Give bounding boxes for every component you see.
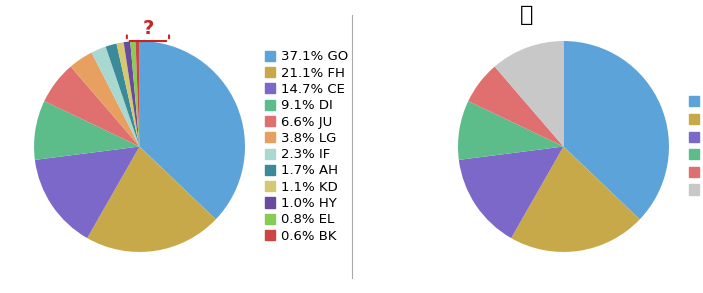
Legend: 37.1% GO, 21.1% FH, 14.7% CE, 9.1% DI, 6.6% JU, 11.3% Other: 37.1% GO, 21.1% FH, 14.7% CE, 9.1% DI, 6… [689, 96, 703, 197]
Wedge shape [130, 41, 139, 146]
Text: ?: ? [142, 19, 154, 38]
Wedge shape [139, 41, 245, 219]
Wedge shape [44, 67, 139, 146]
Wedge shape [136, 41, 139, 146]
Wedge shape [91, 47, 139, 146]
Wedge shape [495, 41, 564, 146]
Wedge shape [511, 146, 640, 252]
Wedge shape [105, 44, 139, 146]
Wedge shape [459, 146, 564, 238]
Legend: 37.1% GO, 21.1% FH, 14.7% CE, 9.1% DI, 6.6% JU, 3.8% LG, 2.3% IF, 1.7% AH, 1.1% : 37.1% GO, 21.1% FH, 14.7% CE, 9.1% DI, 6… [265, 50, 348, 243]
Wedge shape [117, 42, 139, 146]
Wedge shape [564, 41, 669, 219]
Wedge shape [468, 67, 564, 146]
Wedge shape [124, 41, 139, 146]
Wedge shape [34, 101, 139, 160]
Wedge shape [35, 146, 139, 238]
Wedge shape [71, 52, 139, 146]
Text: ✅: ✅ [520, 5, 534, 25]
Wedge shape [458, 101, 564, 160]
Wedge shape [87, 146, 216, 252]
